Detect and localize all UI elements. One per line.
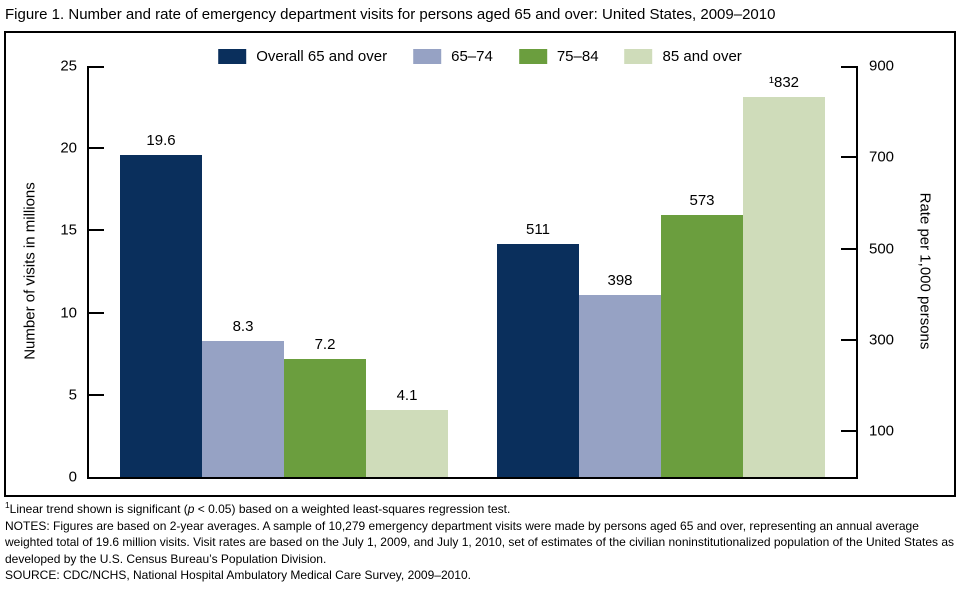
left-axis-tick-label: 25 — [60, 57, 77, 75]
left-axis-tick-label: 15 — [60, 221, 77, 239]
right-axis-tick — [841, 339, 856, 341]
bar-value-label: 4.1 — [396, 387, 418, 404]
left-axis-tick — [89, 147, 104, 149]
legend-label: 85 and over — [662, 48, 742, 65]
footnote-notes: NOTES: Figures are based on 2-year avera… — [5, 518, 955, 566]
chart-area: Overall 65 and over 65–74 75–84 85 and over… — [4, 31, 956, 497]
right-axis-tick — [841, 156, 856, 158]
footnote-italic-p: p — [187, 502, 195, 516]
bar-number-of-visits-3 — [366, 410, 448, 477]
right-axis-tick — [841, 430, 856, 432]
legend-item-3: 85 and over — [624, 48, 742, 65]
bar-value-label: 8.3 — [232, 318, 254, 335]
left-axis-title: Number of visits in millions — [21, 182, 39, 360]
figure-title: Figure 1. Number and rate of emergency d… — [5, 6, 776, 23]
footnote-superscript: 1 — [5, 500, 10, 510]
right-axis-tick — [841, 66, 856, 68]
bar-value-label: 398 — [607, 272, 633, 289]
bar-value-label: 7.2 — [314, 336, 336, 353]
right-axis-title: Rate per 1,000 persons — [916, 192, 934, 350]
footnote-text: Linear trend shown is significant ( — [9, 502, 188, 516]
bar-value-label: 511 — [526, 221, 550, 238]
left-axis-tick — [89, 66, 104, 68]
right-axis-tick-label: 500 — [869, 240, 895, 258]
footnotes: 1Linear trend shown is significant (p < … — [5, 500, 956, 584]
bar-rate-per-1000-3 — [743, 97, 825, 477]
legend-item-0: Overall 65 and over — [218, 48, 387, 65]
left-axis-tick — [89, 312, 104, 314]
right-axis-tick-label: 100 — [869, 422, 895, 440]
legend-label: Overall 65 and over — [256, 48, 388, 65]
right-axis-tick-label: 300 — [869, 331, 895, 349]
plot-area: 19.6 8.3 7.2 4.1 511 398 573 ¹832 — [87, 66, 858, 479]
bar-rate-per-1000-0 — [497, 244, 579, 477]
legend-label: 65–74 — [451, 48, 493, 65]
right-axis-tick — [841, 248, 856, 250]
bar-value-label: 573 — [689, 192, 715, 209]
bar-value-label: ¹832 — [768, 74, 800, 91]
footnote-text: < 0.05) based on a weighted least-square… — [194, 502, 511, 516]
left-axis-tick-label: 5 — [68, 386, 77, 404]
legend-swatch-icon — [624, 49, 653, 64]
legend-swatch-icon — [413, 49, 442, 64]
legend-label: 75–84 — [556, 48, 599, 65]
legend-item-1: 65–74 — [413, 48, 493, 65]
legend-swatch-icon — [218, 49, 247, 64]
bar-number-of-visits-1 — [202, 341, 284, 477]
left-axis-tick — [89, 229, 104, 231]
legend-swatch-icon — [518, 49, 547, 64]
bar-number-of-visits-2 — [284, 359, 366, 477]
bar-rate-per-1000-1 — [579, 295, 661, 477]
bar-rate-per-1000-2 — [661, 215, 743, 477]
left-axis-tick-label: 10 — [60, 304, 77, 322]
right-axis-tick-label: 900 — [869, 57, 895, 75]
bar-value-label: 19.6 — [146, 132, 176, 149]
left-axis-tick-label: 20 — [60, 139, 77, 157]
legend-item-2: 75–84 — [518, 48, 599, 65]
bar-number-of-visits-0 — [120, 155, 202, 477]
left-axis-tick — [89, 394, 104, 396]
right-axis-tick-label: 700 — [869, 148, 895, 166]
left-axis-tick-label: 0 — [68, 468, 77, 486]
footnote-source: SOURCE: CDC/NCHS, National Hospital Ambu… — [5, 568, 471, 583]
footnote-significance: 1Linear trend shown is significant (p < … — [5, 500, 956, 518]
legend: Overall 65 and over 65–74 75–84 85 and over — [218, 48, 742, 65]
